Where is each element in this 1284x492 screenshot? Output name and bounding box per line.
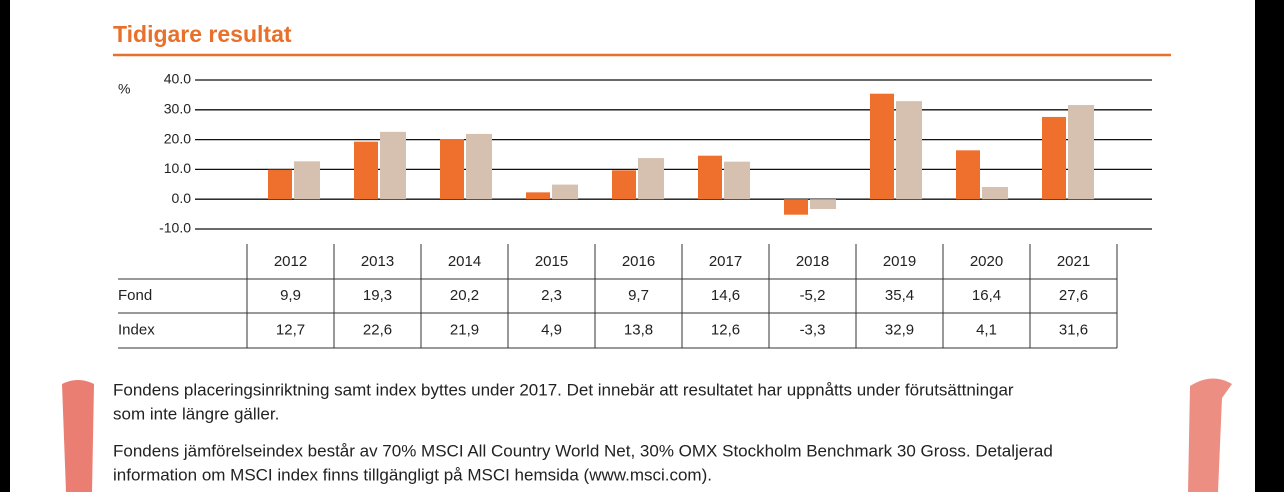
y-tick-label: 30.0 xyxy=(164,101,191,117)
table-header: 2019 xyxy=(883,253,916,270)
y-tick-label: 10.0 xyxy=(164,160,191,176)
bar xyxy=(466,133,492,200)
bar xyxy=(440,139,464,200)
bar xyxy=(1042,116,1066,200)
table-cell: 2,3 xyxy=(541,287,562,304)
bar xyxy=(354,141,378,200)
table-cell: 12,7 xyxy=(276,321,305,338)
y-tick-label: 0.0 xyxy=(172,190,192,206)
note-line: Fondens jämförelseindex består av 70% MS… xyxy=(113,441,1053,460)
bar xyxy=(956,150,980,200)
y-tick-label: 40.0 xyxy=(164,71,191,87)
bar xyxy=(380,131,406,200)
table-cell: 9,9 xyxy=(280,287,301,304)
table-header: 2021 xyxy=(1057,253,1090,270)
table-cell: 27,6 xyxy=(1059,287,1088,304)
heading: Tidigare resultat xyxy=(113,21,292,47)
table-header: 2017 xyxy=(709,253,742,270)
table-cell: 12,6 xyxy=(711,321,740,338)
table-cell: 4,1 xyxy=(976,321,997,338)
note-line: information om MSCI index finns tillgäng… xyxy=(113,465,712,484)
table-cell: 13,8 xyxy=(624,321,653,338)
bar xyxy=(638,158,664,200)
page-sheet xyxy=(10,0,1255,492)
bar xyxy=(1068,105,1094,200)
bar xyxy=(612,170,636,200)
bar xyxy=(268,169,292,200)
bar xyxy=(896,101,922,200)
table-cell: 32,9 xyxy=(885,321,914,338)
note-line: Fondens placeringsinriktning samt index … xyxy=(113,380,1014,399)
table-header: 2018 xyxy=(796,253,829,270)
bar xyxy=(294,161,320,200)
table-cell: 14,6 xyxy=(711,287,740,304)
legend-label: Index xyxy=(118,321,155,338)
decoration xyxy=(62,380,94,492)
y-tick-label: -10.0 xyxy=(159,220,191,236)
table-cell: -5,2 xyxy=(800,287,826,304)
table-header: 2015 xyxy=(535,253,568,270)
table-cell: 9,7 xyxy=(628,287,649,304)
table-cell: 19,3 xyxy=(363,287,392,304)
table-cell: 31,6 xyxy=(1059,321,1088,338)
bar xyxy=(724,161,750,200)
table-header: 2013 xyxy=(361,253,394,270)
table-header: 2014 xyxy=(448,253,481,270)
table-header: 2020 xyxy=(970,253,1003,270)
bar xyxy=(698,155,722,200)
note-line: som inte längre gäller. xyxy=(113,404,279,423)
bar xyxy=(870,93,894,200)
table-cell: -3,3 xyxy=(800,321,826,338)
table-cell: 35,4 xyxy=(885,287,914,304)
table-cell: 22,6 xyxy=(363,321,392,338)
legend-label: Fond xyxy=(118,287,152,304)
table-cell: 16,4 xyxy=(972,287,1001,304)
table-cell: 4,9 xyxy=(541,321,562,338)
bar xyxy=(784,199,808,215)
table-cell: 20,2 xyxy=(450,287,479,304)
table-header: 2012 xyxy=(274,253,307,270)
bar xyxy=(982,186,1008,200)
table-header: 2016 xyxy=(622,253,655,270)
bar xyxy=(552,184,578,200)
table-cell: 21,9 xyxy=(450,321,479,338)
y-tick-label: 20.0 xyxy=(164,130,191,146)
y-axis-label: % xyxy=(118,81,130,97)
bar xyxy=(526,192,550,200)
bar xyxy=(810,199,836,210)
decoration xyxy=(1188,378,1232,492)
